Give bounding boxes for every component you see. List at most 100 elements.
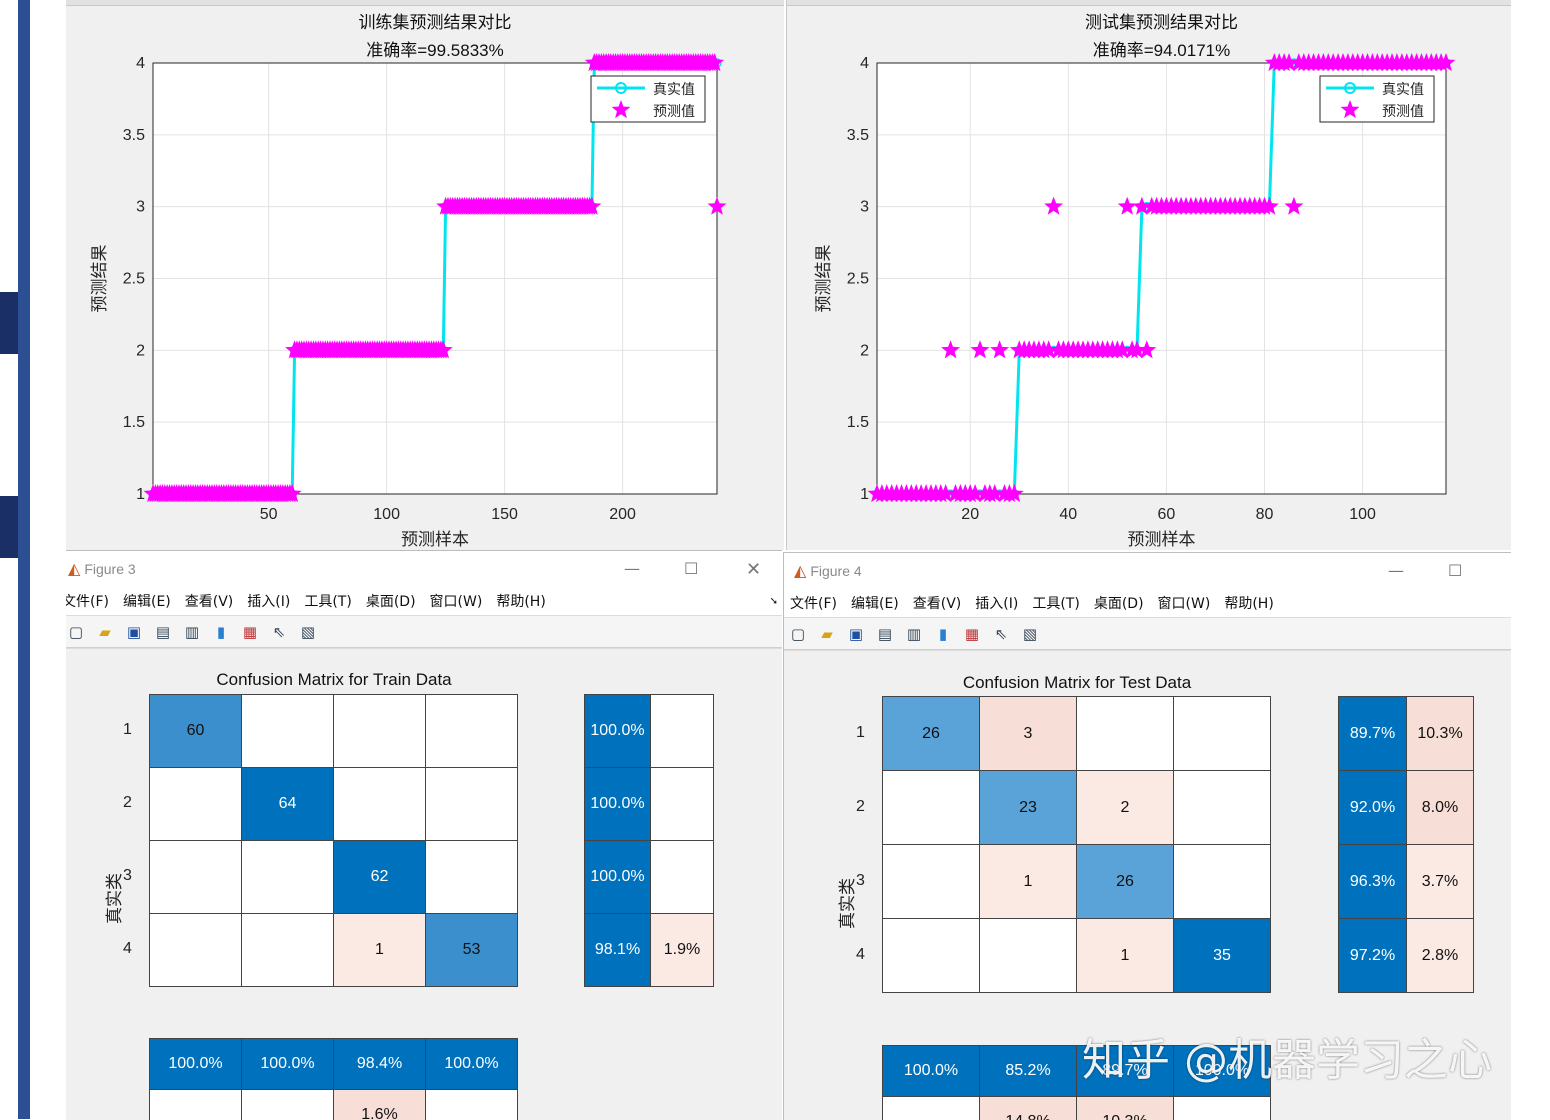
cm-col-summary-cell: 100.0% [149,1038,242,1090]
cm-cell [241,840,334,914]
cm-col-summary-cell [1173,1096,1271,1120]
property-inspector-icon[interactable]: ▧ [300,623,316,641]
predicted-value-marker [282,484,302,503]
window-title: Figure 4 [810,563,862,579]
print-preview-icon[interactable]: ▥ [184,623,200,641]
menu-view[interactable]: 查看(V) [184,594,234,610]
y-tick-label: 3.5 [123,127,145,144]
colorbar-icon[interactable]: ▮ [216,623,226,641]
matlab-taskbar-icon[interactable] [0,292,18,354]
cm-row-label: 4 [123,940,132,957]
y-tick-label: 4 [136,55,145,72]
menu-expand-icon[interactable]: ➘ [769,595,778,607]
cm-cell [1173,696,1271,771]
menu-tools[interactable]: 工具(T) [304,594,352,610]
cm-cell: 53 [425,913,518,987]
cm-col-summary-cell [425,1089,518,1120]
desktop-background [30,0,66,1119]
legend-pred-marker [611,100,631,119]
cm-row-label: 2 [123,794,132,811]
menu-insert[interactable]: 插入(I) [247,594,291,610]
menu-file[interactable]: 文件(F) [790,596,837,612]
menu-view[interactable]: 查看(V) [912,596,962,612]
y-tick-label: 2.5 [123,271,145,288]
new-figure-icon[interactable]: ▢ [790,625,806,643]
cm-row-summary-cell: 3.7% [1406,844,1474,919]
save-icon[interactable]: ▣ [126,623,142,641]
cm-title: Confusion Matrix for Test Data [962,673,1192,692]
cm-row-summary-cell: 97.2% [1338,918,1407,993]
cm-cell: 35 [1173,918,1271,993]
menu-desktop[interactable]: 桌面(D) [365,594,416,610]
cm-cell [882,918,980,993]
cm-cell: 26 [882,696,980,771]
menu-edit[interactable]: 编辑(E) [850,596,899,612]
cm-row-summary-cell: 96.3% [1338,844,1407,919]
cm-col-summary-cell: 14.8% [979,1096,1077,1120]
figure-train-plot: 1 1.5 2 2.5 3 3.5 4 50 100 150 200 训练集预测结果对比 准确率=99.… [66,0,784,550]
y-tick-label: 1 [860,486,869,503]
plot-title: 训练集预测结果对比 [359,13,512,32]
menu-window[interactable]: 窗口(W) [429,594,483,610]
cm-row-summary-cell: 100.0% [584,767,651,841]
open-file-icon[interactable]: ▰ [99,623,111,641]
matlab-taskbar-icon[interactable] [0,496,18,558]
menu-desktop[interactable]: 桌面(D) [1093,596,1144,612]
plot-subtitle: 准确率=94.0171% [1093,41,1231,60]
predicted-value-marker [1137,340,1157,359]
cm-cell [149,913,242,987]
menu-edit[interactable]: 编辑(E) [122,594,171,610]
new-figure-icon[interactable]: ▢ [68,623,84,641]
predicted-value-marker [705,53,725,72]
y-tick-label: 2.5 [847,271,869,288]
pointer-icon[interactable]: ⇖ [994,625,1008,643]
x-tick-label: 100 [1349,506,1376,523]
cm-cell: 62 [333,840,426,914]
figure-3-window: ◭ Figure 3 — ☐ ✕ 文件(F) 编辑(E) 查看(V) 插入(I)… [66,550,782,1120]
x-axis-label: 预测样本 [401,530,469,549]
matlab-icon: ◭ [68,561,81,578]
x-tick-label: 150 [491,506,518,523]
x-tick-label: 20 [961,506,979,523]
plot-subtitle: 准确率=99.5833% [366,41,504,60]
menu-file[interactable]: 文件(F) [66,594,109,610]
y-axis-label: 预测结果 [90,245,109,313]
maximize-button[interactable]: ☐ [684,559,699,578]
predicted-value-marker [1259,196,1279,215]
cm-cell [1173,844,1271,919]
cm-row-summary-cell: 98.1% [584,913,651,987]
menu-tools[interactable]: 工具(T) [1032,596,1080,612]
train-plot-svg: 1 1.5 2 2.5 3 3.5 4 50 100 150 200 训练集预测结果对比准确率=99.… [90,13,727,549]
figure-toolbar: ▢ ▰ ▣ ▤ ▥ ▮ ▦ ⇖ ▧ [784,617,1511,651]
legend-icon[interactable]: ▦ [242,623,258,641]
print-icon[interactable]: ▤ [155,623,171,641]
cm-row-summary-cell: 92.0% [1338,770,1407,845]
cm-cell: 1 [979,844,1077,919]
cm-cell: 26 [1076,844,1174,919]
menu-insert[interactable]: 插入(I) [975,596,1019,612]
menu-help[interactable]: 帮助(H) [1224,596,1274,612]
pointer-icon[interactable]: ⇖ [272,623,286,641]
save-icon[interactable]: ▣ [848,625,864,643]
menu-window[interactable]: 窗口(W) [1157,596,1211,612]
print-icon[interactable]: ▤ [877,625,893,643]
cm-row-label: 2 [856,797,865,815]
cm-col-summary-cell [241,1089,334,1120]
minimize-button[interactable]: — [1388,561,1404,580]
legend-pred-marker [1340,100,1360,119]
cm-cell [241,694,334,768]
cm-cell: 64 [241,767,334,841]
colorbar-icon[interactable]: ▮ [938,625,948,643]
y-axis-label: 预测结果 [814,245,833,313]
close-button[interactable]: ✕ [746,559,762,580]
open-file-icon[interactable]: ▰ [821,625,833,643]
legend-icon[interactable]: ▦ [964,625,980,643]
x-tick-label: 100 [373,506,400,523]
menu-help[interactable]: 帮助(H) [496,594,546,610]
print-preview-icon[interactable]: ▥ [906,625,922,643]
maximize-button[interactable]: ☐ [1448,561,1463,580]
cm-col-summary-cell [149,1089,242,1120]
cm-cell: 1 [333,913,426,987]
minimize-button[interactable]: — [624,559,640,578]
property-inspector-icon[interactable]: ▧ [1022,625,1038,643]
